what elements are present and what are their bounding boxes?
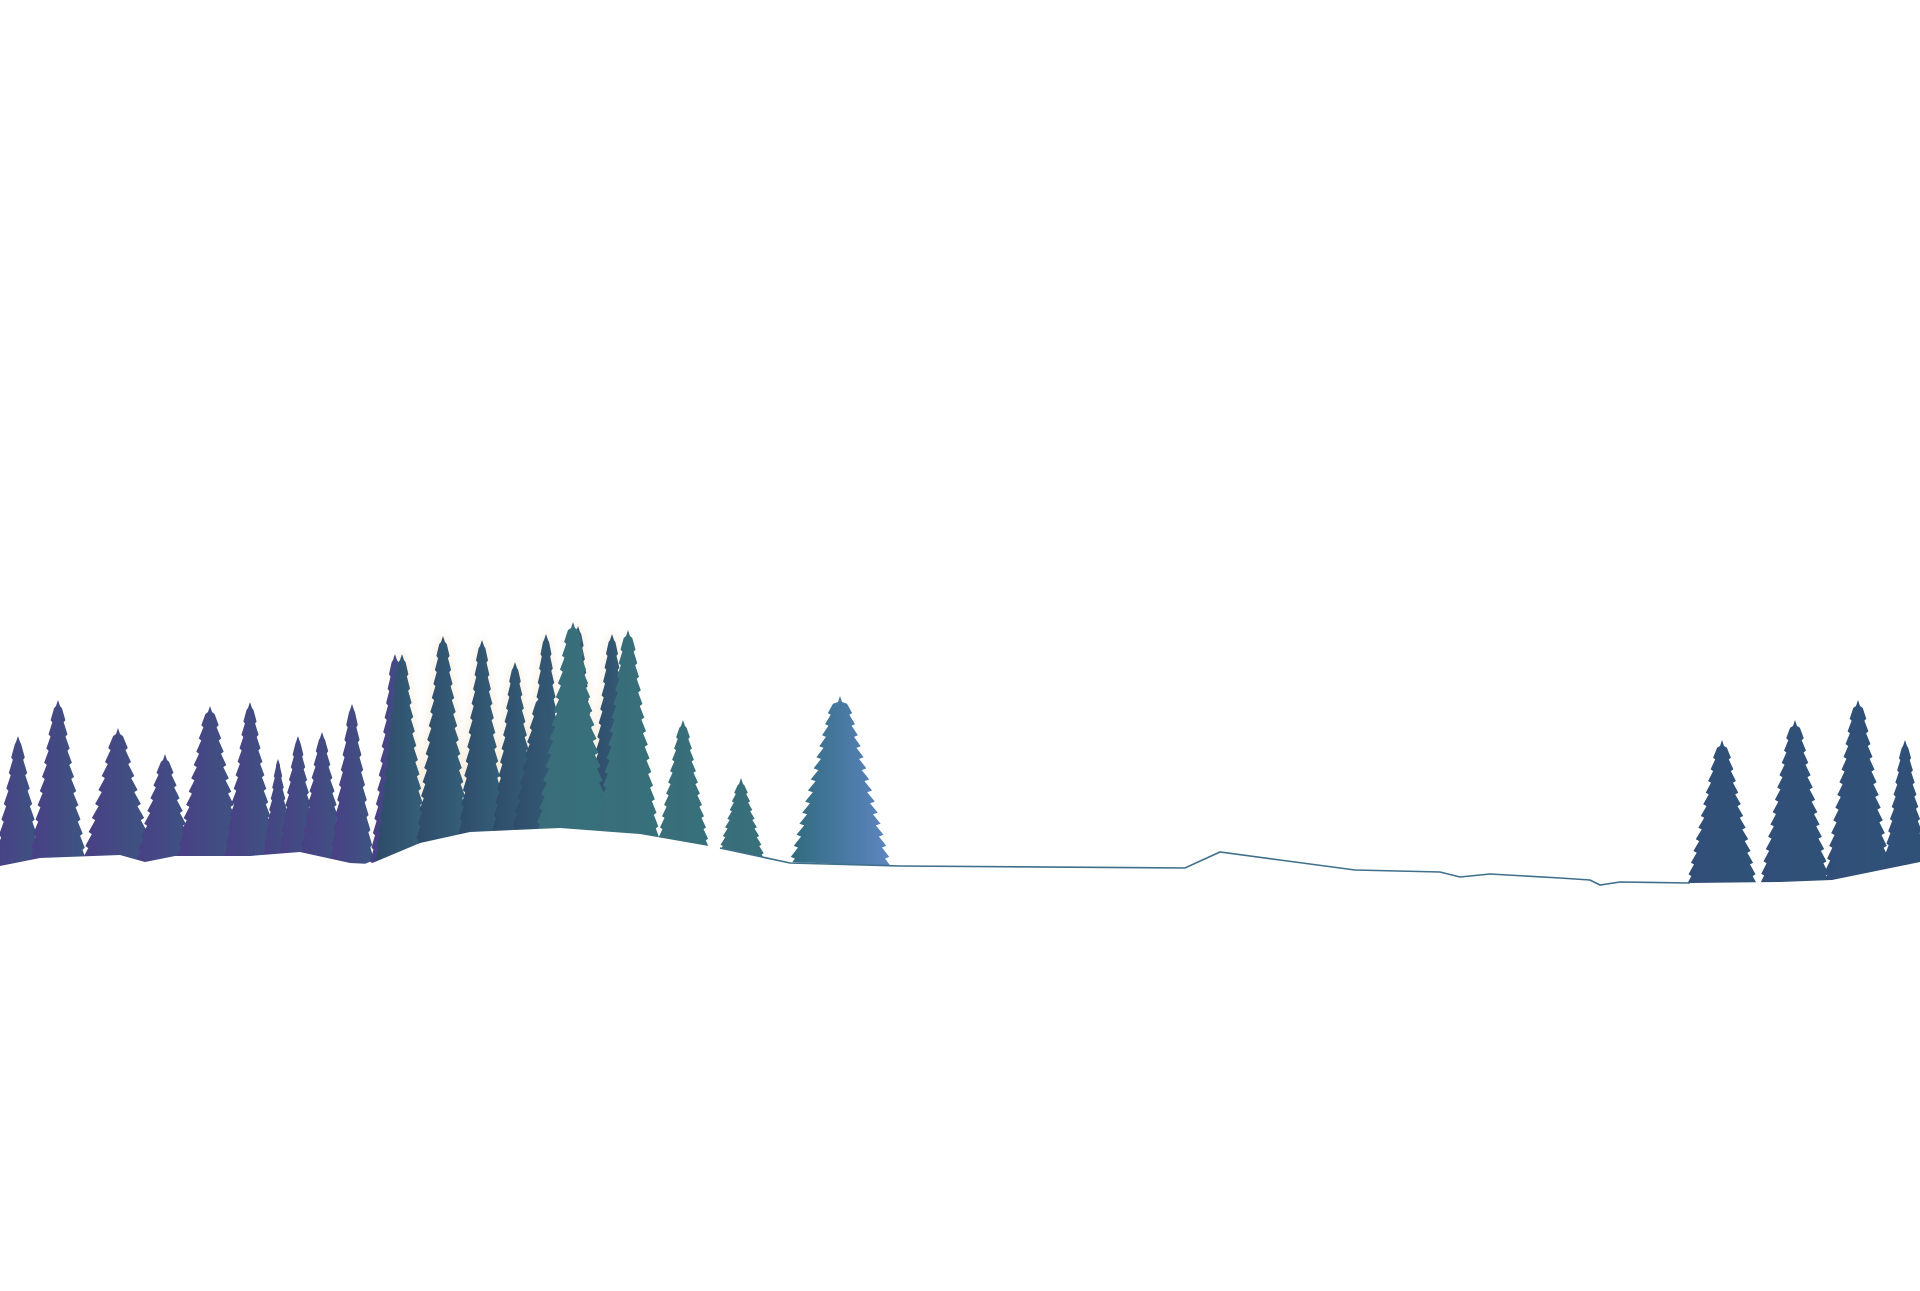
teal-tree-2 bbox=[596, 630, 660, 848]
left-forest-tree-9 bbox=[299, 732, 345, 866]
left-forest-tree-1 bbox=[0, 736, 42, 874]
right-forest-tree-4 bbox=[1881, 740, 1920, 888]
teal-tree-4 bbox=[716, 778, 766, 870]
left-forest-tree-2 bbox=[29, 700, 87, 870]
lone-tree-shape-1 bbox=[788, 696, 892, 876]
horizon-line bbox=[719, 847, 1691, 886]
teal-trees bbox=[535, 622, 766, 870]
middle-forest-tree-2 bbox=[415, 636, 471, 860]
left-forest-tree-5 bbox=[176, 706, 244, 866]
teal-tree-3 bbox=[656, 720, 710, 858]
right-forest-tree-2 bbox=[1759, 720, 1831, 894]
left-forest-tree-10 bbox=[330, 704, 374, 868]
left-forest-tree-4 bbox=[135, 754, 195, 870]
right-forest-tree-1 bbox=[1686, 740, 1758, 894]
teal-tree-1 bbox=[535, 622, 611, 844]
right-forest bbox=[1686, 700, 1920, 894]
middle-forest-tree-3 bbox=[457, 640, 507, 856]
right-forest-tree-3 bbox=[1823, 700, 1893, 892]
snow-ground bbox=[0, 828, 1920, 1291]
middle-forest-tree-1 bbox=[375, 654, 429, 868]
lone-tree bbox=[788, 696, 892, 876]
left-forest-tree-6 bbox=[224, 702, 276, 864]
left-forest-tree-3 bbox=[82, 728, 154, 868]
